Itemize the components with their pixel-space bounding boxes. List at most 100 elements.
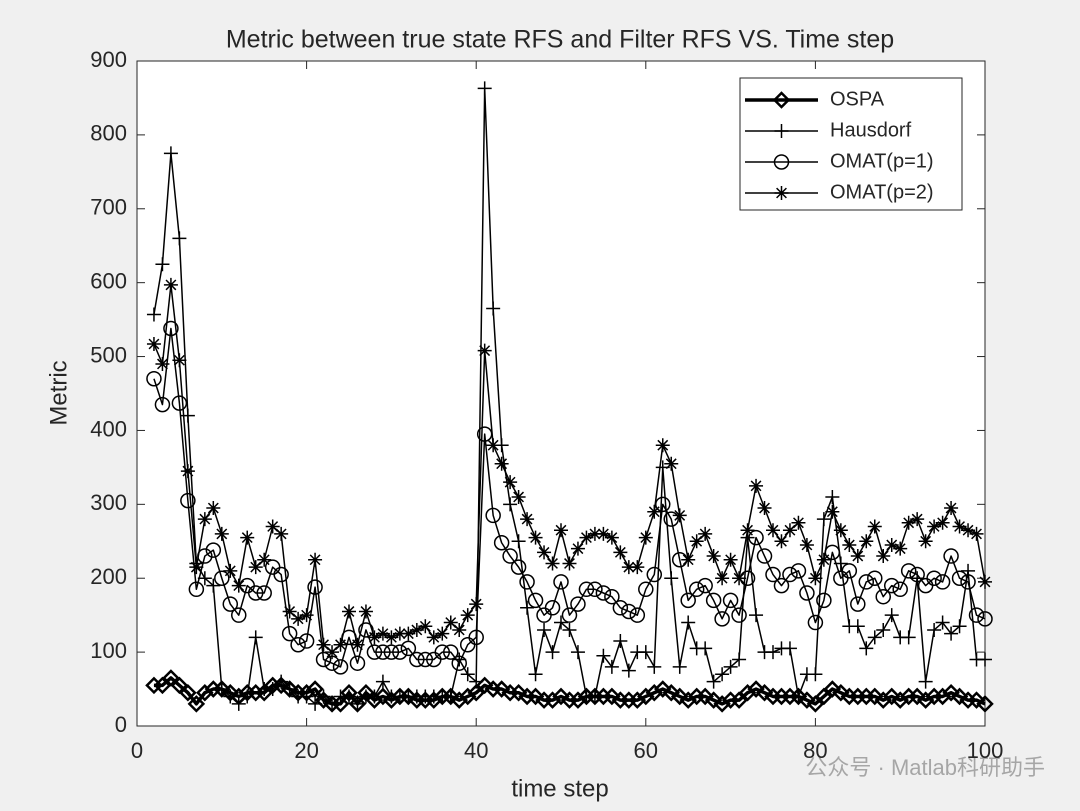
- marker: [664, 456, 679, 471]
- y-tick-label: 0: [115, 712, 127, 737]
- marker: [596, 526, 611, 541]
- marker: [950, 687, 969, 706]
- marker: [460, 667, 475, 682]
- marker: [257, 552, 272, 567]
- marker: [443, 689, 458, 704]
- marker: [502, 548, 518, 564]
- marker: [927, 519, 942, 534]
- marker: [537, 622, 552, 637]
- marker: [486, 301, 501, 316]
- marker: [272, 676, 290, 695]
- legend-label: OMAT(p=1): [830, 150, 934, 172]
- y-tick-label: 100: [90, 638, 127, 663]
- marker: [374, 687, 392, 706]
- marker: [596, 648, 611, 663]
- marker: [222, 596, 239, 612]
- marker: [180, 492, 196, 509]
- marker: [265, 519, 280, 534]
- marker: [554, 523, 568, 538]
- marker: [910, 571, 925, 586]
- marker: [281, 625, 298, 642]
- marker: [579, 530, 594, 545]
- marker: [613, 545, 628, 560]
- marker: [587, 689, 602, 704]
- marker: [722, 592, 739, 609]
- x-axis-label: time step: [511, 775, 608, 802]
- marker: [425, 691, 443, 709]
- marker: [782, 523, 797, 538]
- marker: [816, 592, 832, 609]
- marker: [493, 535, 510, 551]
- marker: [825, 504, 840, 519]
- marker: [832, 683, 850, 702]
- marker: [189, 560, 204, 575]
- marker: [859, 641, 874, 656]
- marker: [544, 600, 561, 616]
- marker: [417, 651, 434, 668]
- marker: [698, 641, 713, 656]
- series: [146, 277, 992, 660]
- marker: [274, 674, 289, 689]
- marker: [766, 523, 780, 538]
- marker: [944, 626, 959, 641]
- marker: [273, 566, 289, 583]
- marker: [833, 523, 848, 538]
- marker: [240, 530, 255, 545]
- marker: [951, 570, 968, 586]
- marker: [562, 622, 577, 637]
- marker: [384, 630, 399, 645]
- marker: [519, 574, 535, 590]
- marker: [214, 570, 230, 586]
- marker: [299, 608, 314, 623]
- marker: [358, 604, 373, 619]
- marker: [595, 585, 612, 601]
- marker: [434, 644, 451, 660]
- marker: [570, 541, 585, 556]
- marker: [426, 630, 441, 645]
- marker: [638, 530, 653, 545]
- marker: [409, 651, 425, 668]
- x-tick-label: 0: [131, 738, 143, 763]
- marker: [467, 683, 485, 702]
- marker: [520, 600, 535, 615]
- legend-label: OSPA: [830, 88, 885, 110]
- marker: [528, 667, 543, 682]
- marker: [884, 608, 899, 623]
- marker: [188, 581, 205, 598]
- marker: [511, 489, 526, 504]
- marker: [162, 669, 180, 687]
- marker: [180, 464, 195, 479]
- marker: [935, 615, 950, 630]
- marker: [274, 526, 289, 541]
- axes-box: [136, 60, 986, 727]
- marker: [486, 438, 501, 453]
- marker: [876, 622, 891, 637]
- marker: [475, 676, 494, 695]
- marker: [698, 526, 713, 541]
- marker: [798, 691, 816, 709]
- marker: [375, 644, 391, 660]
- marker: [528, 530, 543, 545]
- marker: [154, 396, 171, 413]
- marker: [604, 588, 620, 605]
- marker: [146, 336, 161, 351]
- marker: [485, 507, 501, 524]
- marker: [418, 619, 433, 634]
- marker: [773, 154, 790, 170]
- marker: [545, 645, 560, 660]
- marker: [205, 542, 222, 558]
- chart-title: Metric between true state RFS and Filter…: [226, 26, 894, 54]
- marker: [901, 515, 916, 530]
- marker: [773, 577, 790, 594]
- marker: [882, 687, 901, 706]
- marker: [349, 655, 366, 671]
- marker: [509, 683, 528, 702]
- marker: [808, 571, 823, 586]
- marker: [366, 644, 383, 660]
- y-tick-label: 900: [90, 47, 127, 72]
- marker: [816, 512, 831, 527]
- marker: [774, 124, 789, 138]
- marker: [503, 497, 518, 512]
- marker: [511, 534, 526, 549]
- marker: [842, 537, 857, 552]
